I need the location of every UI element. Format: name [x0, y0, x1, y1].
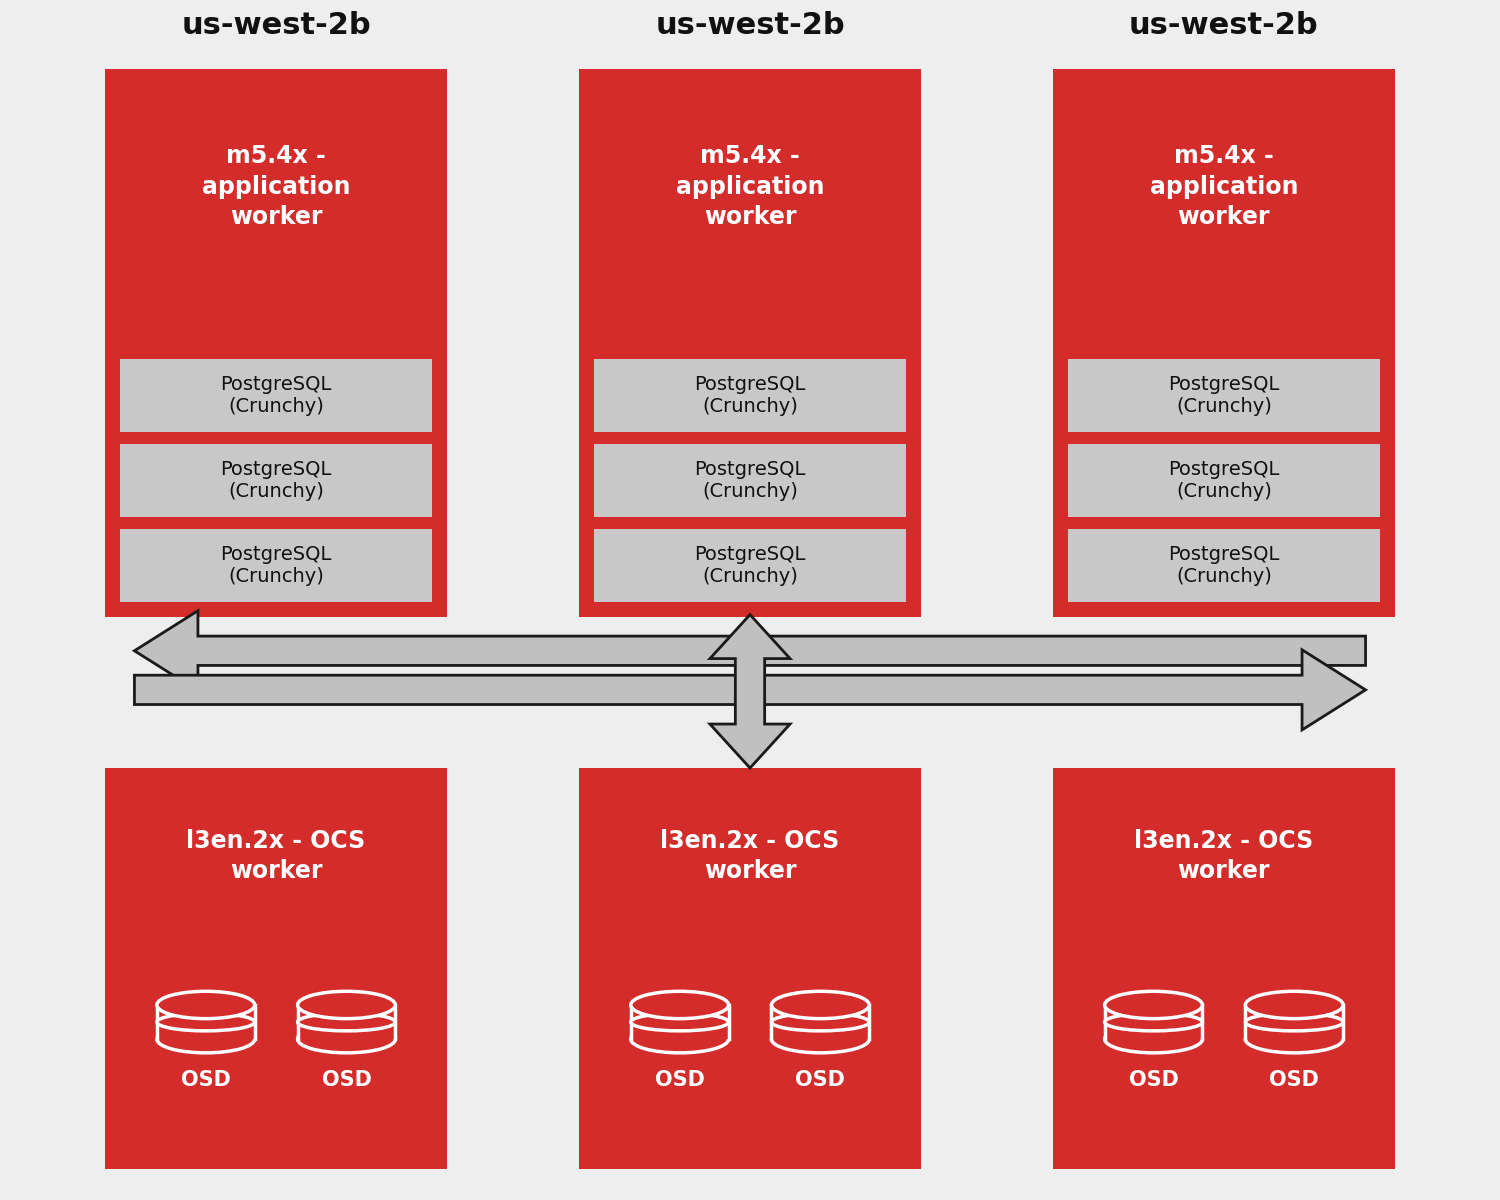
Text: OSD: OSD	[321, 1070, 372, 1091]
Text: us-west-2b: us-west-2b	[1130, 11, 1318, 40]
Ellipse shape	[158, 1013, 255, 1031]
Bar	[594, 444, 906, 517]
Text: l3en.2x - OCS
worker: l3en.2x - OCS worker	[660, 829, 840, 883]
Bar	[297, 1004, 396, 1039]
Ellipse shape	[158, 1026, 255, 1052]
Bar	[632, 1004, 729, 1039]
Text: PostgreSQL
(Crunchy): PostgreSQL (Crunchy)	[1168, 460, 1280, 500]
Text: PostgreSQL
(Crunchy): PostgreSQL (Crunchy)	[694, 374, 806, 415]
Ellipse shape	[632, 1013, 729, 1031]
Ellipse shape	[1104, 1026, 1203, 1052]
Text: l3en.2x - OCS
worker: l3en.2x - OCS worker	[186, 829, 366, 883]
Polygon shape	[710, 614, 791, 768]
Polygon shape	[135, 649, 1365, 730]
Ellipse shape	[632, 1026, 729, 1052]
Text: OSD: OSD	[1128, 1070, 1179, 1091]
Bar	[105, 70, 447, 617]
Text: OSD: OSD	[182, 1070, 231, 1091]
Ellipse shape	[1104, 1013, 1203, 1031]
Bar	[579, 70, 921, 617]
Bar	[1104, 1004, 1203, 1039]
Bar	[1245, 1004, 1342, 1039]
Bar	[594, 529, 906, 602]
Bar	[771, 1004, 868, 1039]
Bar	[594, 359, 906, 432]
Text: PostgreSQL
(Crunchy): PostgreSQL (Crunchy)	[220, 460, 332, 500]
Text: OSD: OSD	[1269, 1070, 1318, 1091]
Bar	[1053, 70, 1395, 617]
Text: PostgreSQL
(Crunchy): PostgreSQL (Crunchy)	[1168, 374, 1280, 415]
Text: us-west-2b: us-west-2b	[656, 11, 844, 40]
Text: m5.4x -
application
worker: m5.4x - application worker	[202, 144, 351, 229]
Ellipse shape	[1245, 1013, 1342, 1031]
Text: us-west-2b: us-west-2b	[182, 11, 370, 40]
Text: m5.4x -
application
worker: m5.4x - application worker	[675, 144, 824, 229]
Text: l3en.2x - OCS
worker: l3en.2x - OCS worker	[1134, 829, 1314, 883]
Text: OSD: OSD	[795, 1070, 846, 1091]
Bar	[105, 768, 447, 1169]
Ellipse shape	[771, 1026, 868, 1052]
Ellipse shape	[158, 991, 255, 1019]
Text: PostgreSQL
(Crunchy): PostgreSQL (Crunchy)	[220, 374, 332, 415]
Ellipse shape	[771, 991, 868, 1019]
Ellipse shape	[297, 1013, 396, 1031]
Bar	[120, 359, 432, 432]
Text: PostgreSQL
(Crunchy): PostgreSQL (Crunchy)	[220, 545, 332, 586]
Ellipse shape	[771, 1013, 868, 1031]
Text: PostgreSQL
(Crunchy): PostgreSQL (Crunchy)	[1168, 545, 1280, 586]
Text: OSD: OSD	[654, 1070, 705, 1091]
Ellipse shape	[297, 1026, 396, 1052]
Text: PostgreSQL
(Crunchy): PostgreSQL (Crunchy)	[694, 460, 806, 500]
Bar	[158, 1004, 255, 1039]
Ellipse shape	[1245, 991, 1342, 1019]
Ellipse shape	[1245, 1026, 1342, 1052]
Ellipse shape	[632, 991, 729, 1019]
Bar	[120, 529, 432, 602]
Polygon shape	[135, 611, 1365, 691]
Bar	[1068, 529, 1380, 602]
Bar	[120, 444, 432, 517]
Text: PostgreSQL
(Crunchy): PostgreSQL (Crunchy)	[694, 545, 806, 586]
Ellipse shape	[297, 991, 396, 1019]
Bar	[579, 768, 921, 1169]
Ellipse shape	[1104, 991, 1203, 1019]
Bar	[1068, 359, 1380, 432]
Text: m5.4x -
application
worker: m5.4x - application worker	[1149, 144, 1298, 229]
Bar	[1068, 444, 1380, 517]
Bar	[1053, 768, 1395, 1169]
